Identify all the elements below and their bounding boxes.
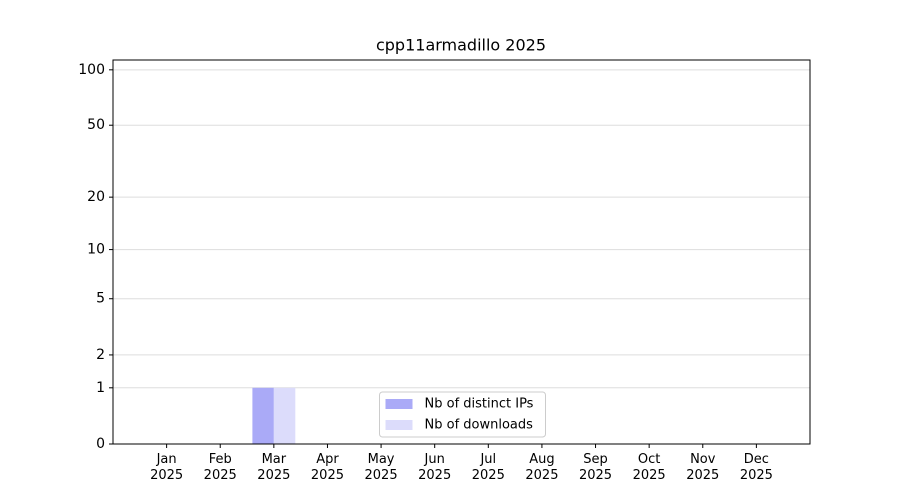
y-tick-label: 2 xyxy=(96,347,105,363)
y-tick-label: 5 xyxy=(96,291,105,307)
legend-label: Nb of downloads xyxy=(425,418,534,433)
y-tick-label: 100 xyxy=(78,62,105,78)
plot-frame xyxy=(112,59,811,445)
x-tick-label: Nov 2025 xyxy=(686,452,720,483)
x-tick-label: Mar 2025 xyxy=(257,452,291,483)
x-tick-label: Dec 2025 xyxy=(739,452,773,483)
y-tick-label: 1 xyxy=(96,380,105,396)
legend-swatch xyxy=(385,399,413,409)
x-tick-label: May 2025 xyxy=(364,452,398,483)
x-tick-label: Sep 2025 xyxy=(578,452,613,483)
x-tick-label: Feb 2025 xyxy=(203,452,237,483)
legend-box xyxy=(379,391,546,438)
legend-label: Nb of distinct IPs xyxy=(425,397,534,412)
y-tick-label: 50 xyxy=(87,117,105,133)
y-tick-label: 0 xyxy=(96,436,105,452)
bar xyxy=(273,387,296,444)
x-tick-label: Oct 2025 xyxy=(632,452,666,483)
x-tick-label: Aug 2025 xyxy=(525,452,559,483)
x-tick-label: Jan 2025 xyxy=(150,452,184,483)
y-tick-label: 10 xyxy=(87,242,105,258)
legend-swatch xyxy=(385,420,413,430)
x-tick-label: Apr 2025 xyxy=(310,452,344,483)
chart-title: cpp11armadillo 2025 xyxy=(376,36,546,55)
y-tick-label: 20 xyxy=(87,189,105,205)
x-tick-label: Jul 2025 xyxy=(471,452,505,483)
x-tick-label: Jun 2025 xyxy=(418,452,452,483)
bar xyxy=(252,387,274,444)
